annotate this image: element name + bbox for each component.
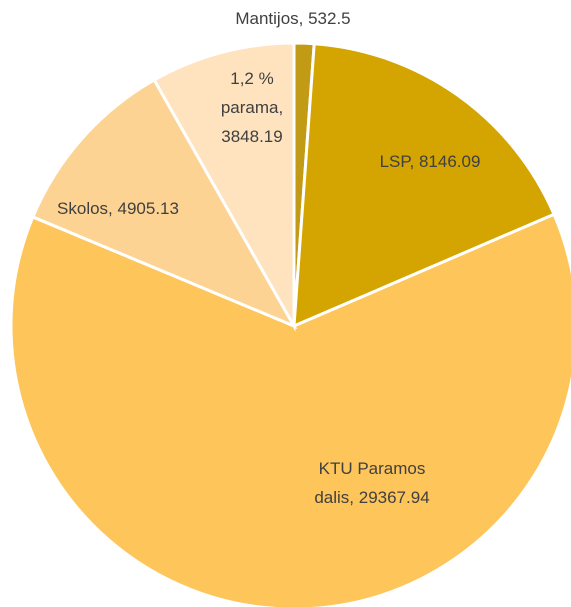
- data-label: 1,2 % parama, 3848.19: [221, 69, 283, 146]
- pie-slice: [9, 212, 571, 607]
- pie-slice: [292, 42, 557, 329]
- pie-slice: [152, 41, 296, 332]
- data-label: LSP, 8146.09: [380, 152, 481, 171]
- data-label: KTU Paramos dalis, 29367.94: [314, 459, 429, 507]
- data-label: Skolos, 4905.13: [57, 199, 179, 218]
- pie-slice: [30, 77, 298, 330]
- data-label: Mantijos, 532.5: [235, 9, 350, 28]
